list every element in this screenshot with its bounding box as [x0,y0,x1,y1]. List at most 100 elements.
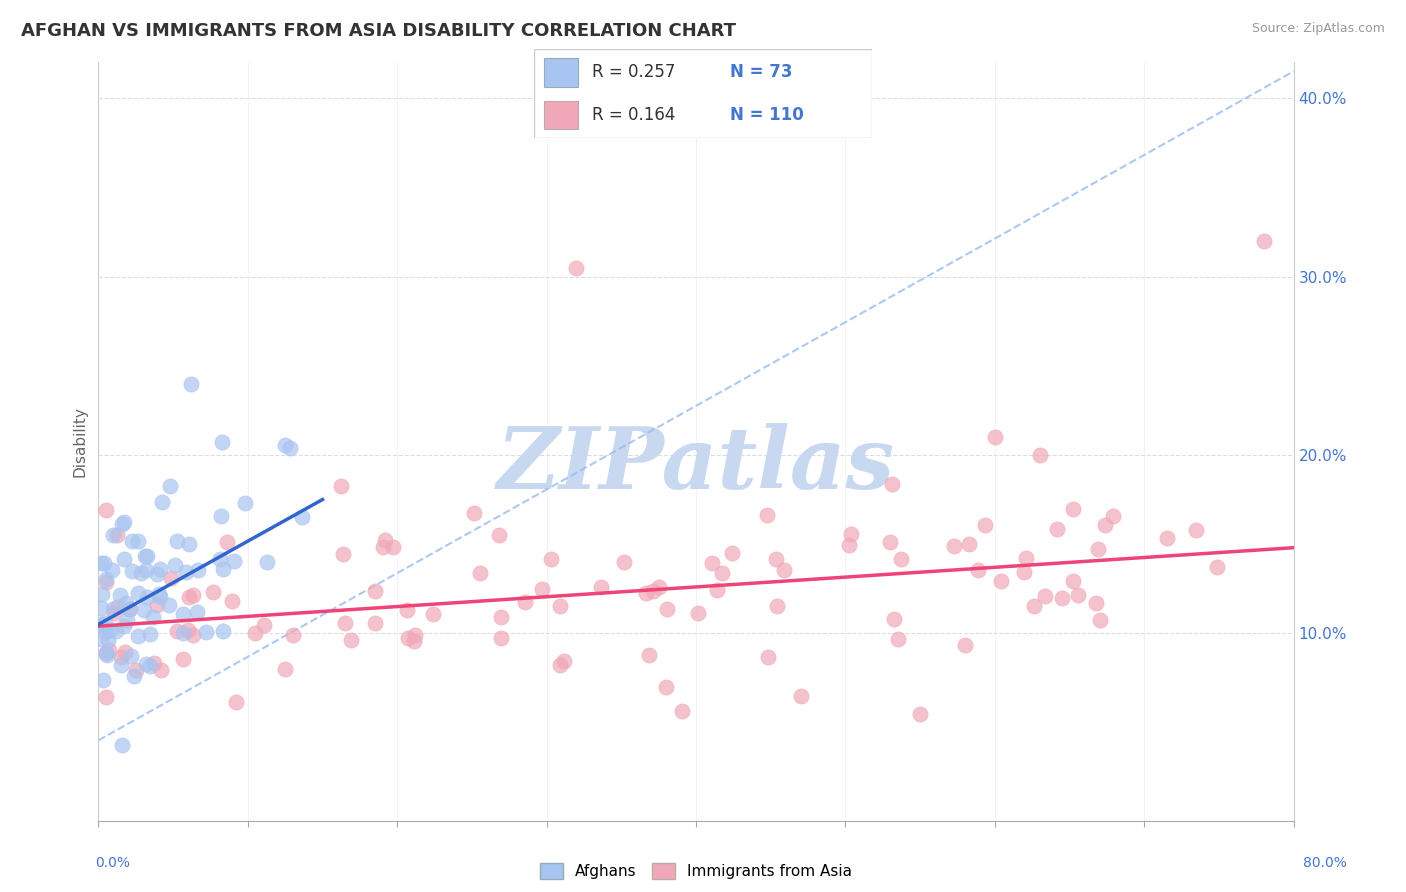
Point [110,658,132,673]
Point [671,704,693,718]
Point [281,628,304,642]
Point [1035,589,1057,603]
Point [953,639,976,653]
Point [90,632,112,647]
Point [655,680,678,694]
Point [194,624,217,639]
Point [1087,541,1109,556]
Point [165,558,187,573]
Bar [544,58,578,87]
Point [984,430,1007,444]
Point [1067,588,1090,602]
Point [146,598,169,612]
Point [112,618,135,632]
Point [1062,574,1084,588]
Point [150,494,173,508]
Point [1062,502,1084,516]
Point [1206,560,1229,574]
Point [720,545,742,559]
Point [1012,566,1035,580]
Point [278,441,301,455]
Point [256,555,278,569]
Point [177,537,200,551]
Point [422,607,444,621]
Point [880,476,903,491]
Point [111,738,134,752]
Point [1015,550,1038,565]
Point [90,616,112,631]
Point [166,624,188,639]
Point [225,695,247,709]
Point [90,556,112,570]
Point [211,434,233,449]
Point [135,657,157,671]
Point [489,631,512,645]
Point [135,563,157,577]
Bar [544,101,578,129]
Point [146,567,169,582]
Text: 80.0%: 80.0% [1303,856,1347,871]
Point [553,655,575,669]
Point [186,563,208,577]
Point [181,628,204,642]
Point [589,580,612,594]
Point [115,596,138,610]
Point [98,643,121,657]
Point [160,571,183,585]
Point [706,582,728,597]
Point [755,508,778,523]
Point [222,553,245,567]
Point [121,564,143,578]
Point [638,648,661,662]
Point [1088,613,1111,627]
Point [756,649,779,664]
Legend: Afghans, Immigrants from Asia: Afghans, Immigrants from Asia [534,857,858,885]
Point [648,580,671,594]
Point [957,537,980,551]
Point [209,509,232,524]
Point [94,690,117,705]
Point [221,594,243,608]
Point [513,595,536,609]
Point [634,586,657,600]
Point [215,535,238,549]
Y-axis label: Disability: Disability [72,406,87,477]
Point [208,552,231,566]
Point [765,551,787,566]
Point [120,648,142,663]
Point [908,706,931,721]
Point [172,626,194,640]
Point [396,603,419,617]
Point [233,496,256,510]
Point [118,601,141,615]
Point [103,606,125,620]
Point [364,615,387,630]
Point [94,615,117,630]
Point [127,629,149,643]
Point [1022,599,1045,613]
Point [181,588,204,602]
Point [967,563,990,577]
Point [112,551,135,566]
Point [202,584,225,599]
Point [108,589,131,603]
Point [641,584,664,599]
Point [371,541,394,555]
Point [883,612,905,626]
Point [149,590,172,604]
Text: N = 73: N = 73 [730,63,793,81]
Point [1050,591,1073,606]
Point [212,562,235,576]
Point [90,600,112,615]
Point [172,652,194,666]
Point [1046,522,1069,536]
Point [177,591,200,605]
Point [100,563,122,577]
Point [101,602,124,616]
Point [136,549,159,564]
Point [121,534,143,549]
Point [274,438,297,452]
Point [94,646,117,660]
Point [1102,508,1125,523]
Text: Source: ZipAtlas.com: Source: ZipAtlas.com [1251,22,1385,36]
